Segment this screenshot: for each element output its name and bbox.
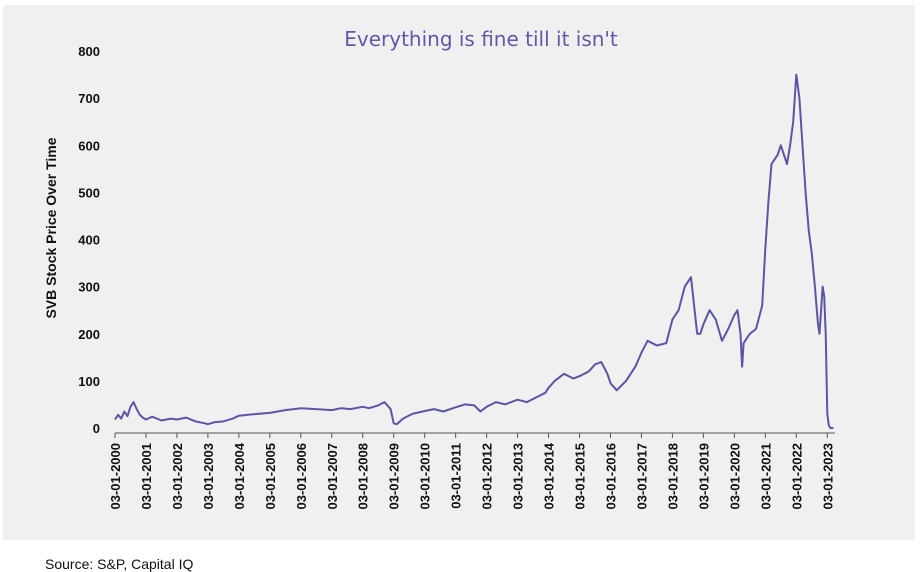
y-tick-label: 200 <box>78 327 100 342</box>
x-tick-label: 03-01-2010 <box>418 443 433 510</box>
y-tick-label: 0 <box>93 421 100 436</box>
x-tick-label: 03-01-2005 <box>263 443 278 510</box>
x-tick-label: 03-01-2023 <box>820 443 835 510</box>
series-line-svb <box>114 73 834 429</box>
x-tick-label: 03-01-2015 <box>573 443 588 510</box>
chart-title: Everything is fine till it isn't <box>344 27 618 51</box>
x-tick-label: 03-01-2018 <box>665 443 680 510</box>
x-tick-label: 03-01-2019 <box>696 443 711 510</box>
x-tick-label: 03-01-2012 <box>480 443 495 510</box>
x-tick-label: 03-01-2011 <box>449 443 464 509</box>
x-tick-label: 03-01-2006 <box>294 443 309 510</box>
x-tick-label: 03-01-2007 <box>325 443 340 510</box>
y-tick-label: 400 <box>78 233 100 248</box>
x-tick-label: 03-01-2021 <box>758 443 773 510</box>
y-tick-label: 800 <box>78 44 100 59</box>
y-axis-label: SVB Stock Price Over Time <box>43 137 59 318</box>
y-tick-label: 300 <box>78 280 100 295</box>
x-tick-label: 03-01-2008 <box>356 443 371 510</box>
source-note: Source: S&P, Capital IQ <box>45 556 194 572</box>
x-tick-label: 03-01-2003 <box>201 443 216 510</box>
line-chart: Everything is fine till it isn't SVB Sto… <box>43 27 835 510</box>
x-tick-label: 03-01-2017 <box>634 443 649 510</box>
x-tick-label: 03-01-2001 <box>139 443 154 510</box>
x-tick-label: 03-01-2002 <box>170 443 185 510</box>
x-tick-label: 03-01-2014 <box>542 442 557 509</box>
x-tick-label: 03-01-2022 <box>789 443 804 510</box>
x-tick-label: 03-01-2000 <box>108 443 123 510</box>
y-tick-label: 100 <box>78 374 100 389</box>
y-tick-label: 500 <box>78 185 100 200</box>
y-tick-label: 600 <box>78 138 100 153</box>
x-axis: 03-01-2000 03-01-2001 03-01-2002 03-01-2003… <box>108 432 835 510</box>
y-axis: 0 100 200 300 400 500 600 700 800 <box>78 44 100 436</box>
series-layer <box>114 73 834 429</box>
x-tick-label: 03-01-2020 <box>727 443 742 510</box>
y-tick-label: 700 <box>78 91 100 106</box>
x-tick-label: 03-01-2004 <box>232 442 247 509</box>
x-tick-label: 03-01-2016 <box>603 443 618 510</box>
chart-panel <box>3 5 915 540</box>
x-tick-label: 03-01-2013 <box>511 443 526 510</box>
x-tick-label: 03-01-2009 <box>387 443 402 510</box>
